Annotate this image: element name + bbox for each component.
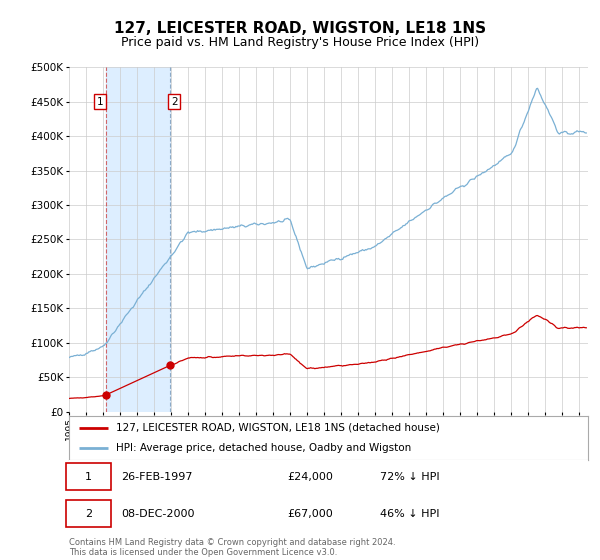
Text: 2: 2 — [85, 508, 92, 519]
Text: 1: 1 — [85, 472, 92, 482]
Bar — [106, 67, 170, 412]
Text: 72% ↓ HPI: 72% ↓ HPI — [380, 472, 440, 482]
Text: 08-DEC-2000: 08-DEC-2000 — [121, 508, 194, 519]
Text: 2: 2 — [171, 97, 178, 106]
Text: 127, LEICESTER ROAD, WIGSTON, LE18 1NS (detached house): 127, LEICESTER ROAD, WIGSTON, LE18 1NS (… — [116, 423, 440, 433]
Text: 46% ↓ HPI: 46% ↓ HPI — [380, 508, 440, 519]
Text: 127, LEICESTER ROAD, WIGSTON, LE18 1NS: 127, LEICESTER ROAD, WIGSTON, LE18 1NS — [114, 21, 486, 36]
Text: £24,000: £24,000 — [287, 472, 333, 482]
Text: 26-FEB-1997: 26-FEB-1997 — [121, 472, 193, 482]
Text: 1: 1 — [97, 97, 103, 106]
Text: Price paid vs. HM Land Registry's House Price Index (HPI): Price paid vs. HM Land Registry's House … — [121, 36, 479, 49]
Text: Contains HM Land Registry data © Crown copyright and database right 2024.
This d: Contains HM Land Registry data © Crown c… — [69, 538, 395, 557]
FancyBboxPatch shape — [67, 500, 110, 527]
Text: £67,000: £67,000 — [287, 508, 333, 519]
FancyBboxPatch shape — [67, 463, 110, 490]
Text: HPI: Average price, detached house, Oadby and Wigston: HPI: Average price, detached house, Oadb… — [116, 443, 411, 453]
